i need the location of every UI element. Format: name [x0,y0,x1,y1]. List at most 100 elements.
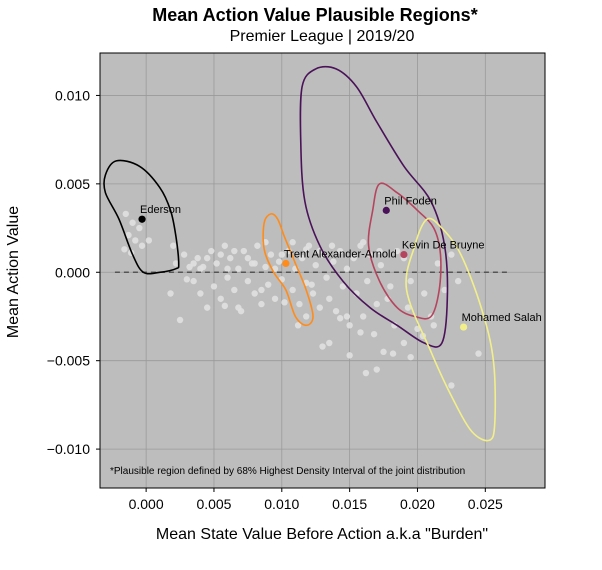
region-trent-alexander-arnold [262,213,314,327]
player-point [376,247,383,255]
player-point [190,260,197,267]
player-point [176,316,184,324]
player-point [364,277,371,285]
region-mohamed-salah [405,217,497,442]
player-point [339,283,347,290]
label-ederson: Ederson [140,204,181,216]
footnote: *Plausible region defined by 68% Highest… [110,466,465,477]
player-point [254,242,261,249]
player-point [281,299,288,306]
player-point [122,210,129,218]
x-tick-label: 0.020 [400,496,435,512]
player-point [244,277,252,285]
background-points [121,210,482,389]
player-point [258,300,265,308]
player-point [421,290,428,297]
player-point [296,300,303,308]
player-point [203,304,211,311]
y-tick-label: 0.005 [55,176,90,192]
player-point [326,295,333,302]
y-tick-label: 0.010 [55,87,90,103]
player-point [244,254,252,262]
x-tick-label: 0.005 [196,496,231,512]
player-point [180,251,188,258]
x-axis-label: Mean State Value Before Action a.k.a "Bu… [156,526,488,543]
player-point [380,348,387,356]
player-point [138,242,146,249]
highlighted-players: Ederson Trent Alexander-Arnold Phil Foden K… [138,195,542,331]
player-point [210,283,218,290]
player-point [217,295,224,302]
player-point [404,304,412,311]
label-trent-alexander-arnold: Trent Alexander-Arnold [284,248,397,260]
player-point [172,260,180,267]
player-point [373,366,380,373]
player-point [251,290,258,297]
x-tick-label: 0.010 [264,496,299,512]
plot-frame [99,52,546,489]
player-point [294,322,302,329]
player-point [308,281,315,288]
player-point [362,369,370,377]
chart-title: Mean Action Value Plausible Regions* [152,5,477,25]
plot-area [100,53,545,488]
player-point [136,224,143,232]
player-point [224,274,231,281]
player-point [129,219,136,226]
player-point [393,247,401,255]
player-point [217,251,224,258]
y-tick-label: 0.000 [55,264,90,280]
player-point [346,352,353,359]
player-point [221,302,229,310]
player-point [357,329,364,336]
player-point [221,242,229,249]
player-point [430,322,437,329]
x-tick-label: 0.000 [129,496,164,512]
player-point [448,251,455,258]
player-point [224,265,231,272]
player-point [434,260,442,267]
player-point [343,313,351,320]
player-point [319,343,326,350]
point-kevin-de-bruyne [400,250,408,259]
player-point [197,265,204,272]
player-point [183,276,191,283]
region-ederson [103,159,180,275]
player-point [336,315,344,322]
player-point [258,286,265,294]
player-point [343,265,351,272]
player-point [326,339,333,347]
player-point [387,283,394,290]
label-mohamed-salah: Mohamed Salah [462,312,542,324]
player-point [231,247,238,255]
axis-ticks: 0.000 0.005 0.010 0.015 0.020 0.025 0.010 0.005… [47,87,503,512]
chart-subtitle: Premier League | 2019/20 [230,28,415,45]
x-tick-label: 0.025 [468,496,503,512]
player-point [240,247,248,255]
player-point [332,307,340,315]
player-point [235,304,242,311]
player-point [323,274,330,281]
region-kevin-de-bruyne [367,182,442,320]
plausible-regions [103,65,497,442]
player-point [370,330,378,338]
player-point [303,246,310,253]
player-point [400,339,408,347]
player-point [190,277,197,285]
point-phil-foden [382,206,390,214]
player-point [251,260,258,267]
player-point [441,286,448,294]
player-point [235,265,242,272]
player-point [231,286,238,294]
player-point [328,242,336,249]
player-point [145,237,153,244]
player-point [336,247,344,255]
player-point [265,281,272,288]
point-ederson [138,215,146,223]
player-point [121,246,128,253]
player-point [203,254,211,262]
player-point [298,254,306,262]
y-axis-label: Mean Action Value [5,206,22,338]
player-point [208,247,215,255]
